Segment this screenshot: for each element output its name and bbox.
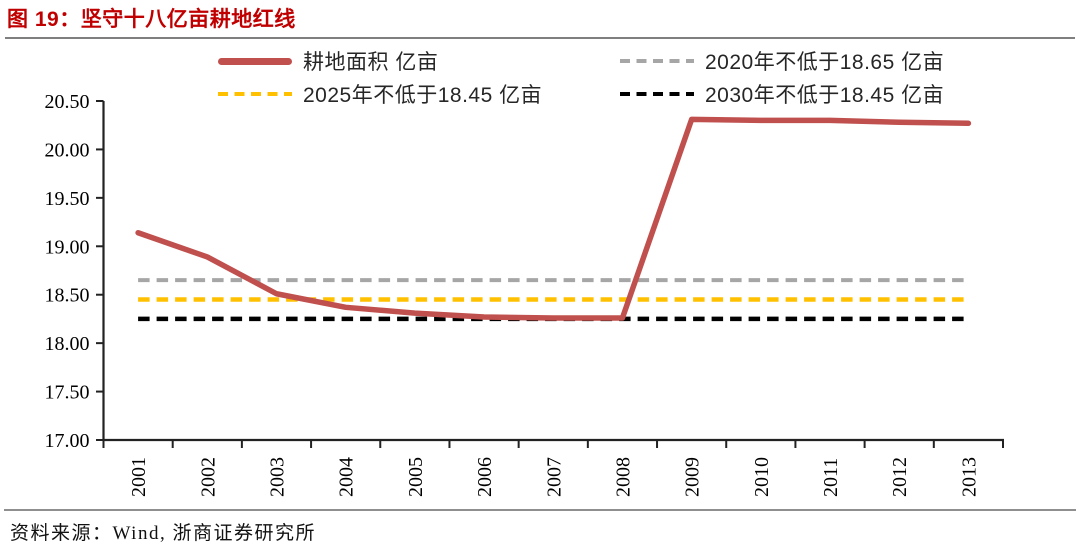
- x-tick-label: 2008: [612, 457, 634, 497]
- footer-separator-line: [4, 509, 1076, 511]
- x-tick-label: 2001: [128, 457, 150, 497]
- figure-title: 图 19：坚守十八亿亩耕地红线: [7, 8, 296, 31]
- legend-swatch-dashed-black: [620, 91, 694, 97]
- y-tick-label: 17.00: [45, 430, 90, 452]
- y-tick-label: 18.50: [45, 285, 90, 307]
- y-tick-label: 20.00: [45, 139, 90, 161]
- y-tick-label: 20.50: [45, 91, 90, 113]
- legend-label: 2020年不低于18.65 亿亩: [705, 51, 945, 74]
- x-tick-label: 2005: [405, 457, 427, 497]
- legend-item-2020-redline: 2020年不低于18.65 亿亩: [620, 48, 944, 74]
- data-source-note: 资料来源：Wind, 浙商证券研究所: [10, 523, 316, 544]
- x-tick-label: 2003: [266, 457, 288, 497]
- x-tick-label: 2009: [682, 457, 704, 497]
- legend-label: 2030年不低于18.45 亿亩: [705, 84, 945, 107]
- x-tick-label: 2012: [889, 457, 911, 497]
- x-tick-label: 2011: [820, 458, 842, 497]
- x-tick-label: 2013: [958, 457, 980, 497]
- legend-item-cultivated-area: 耕地面积 亿亩: [218, 48, 438, 74]
- x-tick-label: 2004: [336, 457, 358, 497]
- legend-swatch-dashed-yellow: [218, 91, 292, 97]
- legend-label: 2025年不低于18.45 亿亩: [303, 84, 543, 107]
- title-separator-line: [5, 37, 1075, 39]
- y-tick-label: 17.50: [45, 382, 90, 404]
- legend-swatch-dashed-gray: [620, 58, 694, 64]
- legend-item-2025-redline: 2025年不低于18.45 亿亩: [218, 81, 542, 107]
- x-tick-label: 2006: [474, 457, 496, 497]
- y-tick-label: 19.00: [45, 236, 90, 258]
- x-tick-label: 2007: [543, 457, 565, 497]
- x-tick-label: 2010: [751, 457, 773, 497]
- y-tick-label: 19.50: [45, 188, 90, 210]
- y-tick-label: 18.00: [45, 333, 90, 355]
- series-line-cultivated-area: [135, 116, 972, 321]
- x-tick-label: 2002: [197, 457, 219, 497]
- legend-swatch-solid-red: [218, 57, 292, 65]
- legend-label: 耕地面积 亿亩: [303, 51, 439, 74]
- legend-item-2030-redline: 2030年不低于18.45 亿亩: [620, 81, 944, 107]
